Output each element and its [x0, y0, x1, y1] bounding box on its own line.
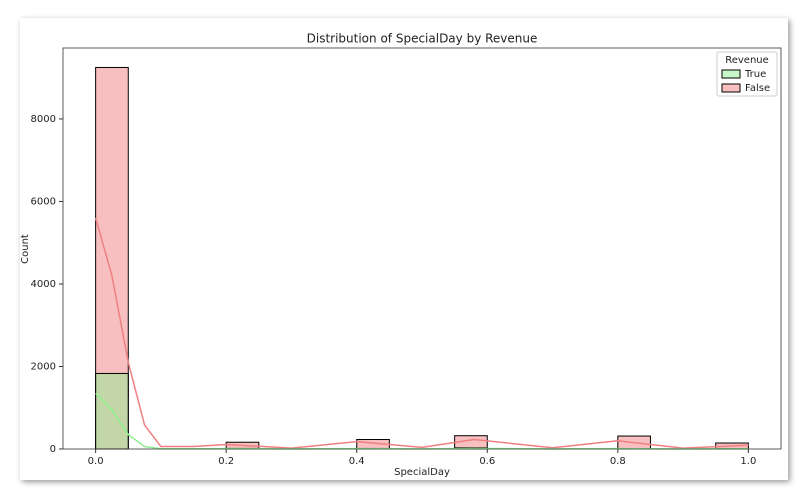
x-tick-label: 0.6 — [479, 456, 495, 467]
y-tick-label: 8000 — [31, 114, 56, 125]
x-tick-label: 0.8 — [610, 456, 626, 467]
y-tick-label: 4000 — [31, 279, 56, 290]
plot-frame — [62, 47, 782, 450]
y-tick-label: 0 — [50, 444, 56, 455]
y-tick-label: 6000 — [31, 196, 56, 207]
x-tick-label: 1.0 — [740, 456, 756, 467]
legend-label: True — [744, 69, 766, 80]
chart-title: Distribution of SpecialDay by Revenue — [307, 32, 538, 46]
legend-title: Revenue — [725, 55, 769, 66]
legend-swatch — [721, 69, 741, 79]
y-tick-label: 2000 — [31, 361, 56, 372]
legend-label: False — [745, 83, 770, 94]
bar — [95, 372, 129, 450]
x-tick-label: 0.4 — [349, 456, 365, 467]
x-tick-label: 0.2 — [218, 456, 234, 467]
y-axis-label: Count — [20, 234, 31, 264]
legend-swatch — [721, 83, 741, 93]
x-axis-label: SpecialDay — [394, 467, 450, 478]
panel — [20, 18, 788, 480]
x-tick-label: 0.0 — [88, 456, 104, 467]
